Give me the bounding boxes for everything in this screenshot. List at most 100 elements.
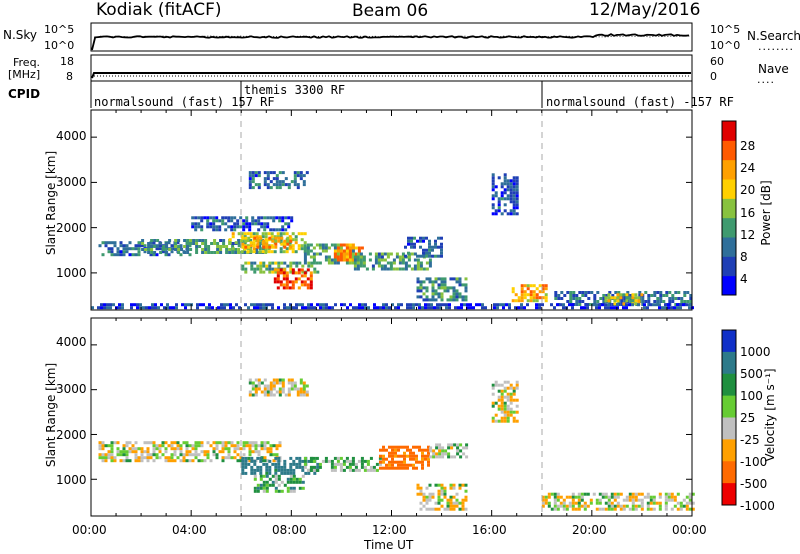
power-cell-1052 xyxy=(506,188,510,192)
power-cell-880 xyxy=(416,286,420,290)
velocity-cell-559 xyxy=(412,463,415,467)
velocity-cell-977 xyxy=(491,392,495,396)
velocity-cell-510 xyxy=(388,460,391,464)
power-cell-1543 xyxy=(637,303,640,307)
velocity-cell-527 xyxy=(397,445,400,449)
velocity-cell-697 xyxy=(458,501,462,505)
velocity-cell-544 xyxy=(403,466,406,470)
velocity-cell-564 xyxy=(415,460,418,464)
velocity-cell-221 xyxy=(251,444,255,448)
power-cell-386 xyxy=(203,216,207,220)
velocity-cell-535 xyxy=(400,460,403,464)
velocity-cell-437 xyxy=(324,459,328,463)
power-cell-1231 xyxy=(641,300,645,303)
power-cell-203 xyxy=(249,239,253,242)
power-cell-1503 xyxy=(523,306,526,310)
velocity-cell-569 xyxy=(421,448,424,452)
velocity-cell-865 xyxy=(667,492,671,496)
power-cell-1020 xyxy=(491,203,495,207)
velocity-cell-729 xyxy=(556,495,560,499)
power-cell-1295 xyxy=(619,296,623,300)
velocity-cell-793 xyxy=(610,492,614,496)
power-cell-1556 xyxy=(667,306,670,310)
power-cell-315 xyxy=(294,235,298,239)
power-cell-1559 xyxy=(676,303,679,307)
power-cell-793 xyxy=(359,252,363,256)
velocity-cell-568 xyxy=(418,460,421,464)
power-cell-1316 xyxy=(100,303,103,307)
velocity-cell-694 xyxy=(455,504,459,508)
power-cell-512 xyxy=(272,183,276,187)
velocity-cell-311 xyxy=(277,468,281,472)
velocity-cell-24 xyxy=(110,456,114,460)
power-cell-1150 xyxy=(569,294,573,297)
power-cell-1137 xyxy=(544,299,548,303)
power-cell-1154 xyxy=(572,291,576,294)
power-cell-25 xyxy=(122,253,126,257)
power-cell-225 xyxy=(231,247,235,251)
velocity-cell-609 xyxy=(447,452,451,456)
power-cell-32 xyxy=(131,247,135,251)
velocity-cell-488 xyxy=(375,462,379,466)
power-cell-664 xyxy=(309,283,313,287)
power-cell-932 xyxy=(449,277,453,281)
power-cell-1183 xyxy=(599,297,603,300)
power-cell-472 xyxy=(284,216,288,220)
power-cell-1429 xyxy=(361,303,364,307)
power-cell-127 xyxy=(183,245,187,248)
power-cell-697 xyxy=(324,255,328,259)
velocity-cell-563 xyxy=(415,457,418,461)
power-cell-496 xyxy=(257,183,261,187)
power-cell-479 xyxy=(290,219,294,223)
velocity-cell-702 xyxy=(461,504,465,508)
power-cell-66 xyxy=(164,247,168,251)
power-cell-415 xyxy=(230,216,234,220)
power-cell-1001 xyxy=(434,245,437,249)
velocity-cell-925 xyxy=(269,387,273,391)
power-cell-774 xyxy=(354,252,358,256)
power-cell-769 xyxy=(348,258,352,262)
power-cell-973 xyxy=(413,242,416,246)
power-cell-244 xyxy=(249,235,253,239)
power-cell-1043 xyxy=(503,182,507,186)
power-cell-800 xyxy=(362,261,366,265)
velocity-cell-692 xyxy=(455,498,459,502)
velocity-cell-154 xyxy=(200,444,204,448)
power-cell-1129 xyxy=(541,284,545,288)
power-cell-555 xyxy=(253,261,257,265)
power-cell-1513 xyxy=(559,303,562,307)
velocity-cell-287 xyxy=(259,456,263,460)
power-cell-1089 xyxy=(515,206,519,210)
vel-cbar-tick-1000: 1000 xyxy=(740,345,771,359)
power-cell-469 xyxy=(281,219,285,223)
power-cell-879 xyxy=(416,280,420,284)
power-cell-574 xyxy=(271,267,275,271)
power-cell-1248 xyxy=(659,294,663,297)
power-cell-1292 xyxy=(616,296,620,300)
power-cell-416 xyxy=(230,219,234,223)
velocity-cell-581 xyxy=(427,451,430,455)
power-cell-404 xyxy=(218,225,222,229)
power-cell-1359 xyxy=(196,306,199,310)
velocity-cell-200 xyxy=(236,444,240,448)
power-cell-1060 xyxy=(509,191,513,195)
velocity-cell-625 xyxy=(465,443,469,447)
power-cell-1398 xyxy=(289,306,292,310)
power-cell-747 xyxy=(336,258,340,262)
power-cell-1373 xyxy=(229,306,232,310)
power-cell-1212 xyxy=(623,300,627,303)
power-cell-645 xyxy=(297,271,301,275)
velocity-cell-230 xyxy=(257,450,261,454)
power-cell-15 xyxy=(116,247,120,251)
power-cell-546 xyxy=(241,264,245,268)
power-cell-1201 xyxy=(617,291,621,294)
velocity-cell-717 xyxy=(547,495,551,499)
velocity-cell-524 xyxy=(394,454,397,458)
velocity-cell-538 xyxy=(403,445,406,449)
power-cell-824 xyxy=(383,267,387,271)
velocity-cell-214 xyxy=(248,441,252,445)
power-cell-1349 xyxy=(169,306,172,310)
power-cell-883 xyxy=(419,280,423,284)
velocity-cell-964 xyxy=(299,387,303,391)
velocity-cell-86 xyxy=(155,444,159,448)
